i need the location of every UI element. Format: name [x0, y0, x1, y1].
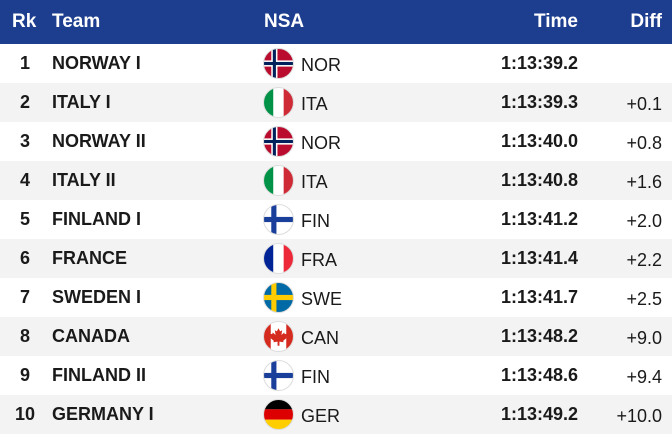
header-nsa: NSA — [264, 11, 305, 32]
rank: 10 — [14, 404, 36, 424]
nsa-code: FIN — [301, 211, 330, 231]
nsa-code: NOR — [301, 133, 341, 153]
team: CANADA — [52, 326, 130, 346]
rank: 4 — [19, 170, 30, 190]
result-row: 5 FINLAND I FIN 1:13:41.2 +2.0 — [0, 200, 672, 239]
team: FRANCE — [52, 248, 127, 268]
flag — [263, 204, 294, 235]
time: 1:13:41.2 — [500, 209, 578, 229]
team: SWEDEN I — [52, 287, 142, 307]
rank: 1 — [19, 53, 30, 73]
flag — [263, 126, 294, 157]
flag — [263, 87, 294, 118]
result-row: 7 SWEDEN I SWE 1:13:41.7 +2.5 — [0, 278, 672, 317]
diff: +1.6 — [626, 172, 662, 192]
time: 1:13:41.7 — [500, 287, 578, 307]
team: NORWAY I — [52, 53, 141, 73]
team: ITALY II — [52, 170, 116, 190]
header-row: Rk Team NSA Time Diff — [0, 0, 672, 44]
header-rank: Rk — [12, 11, 37, 32]
result-row: 1 NORWAY I NOR 1:13:39.2 — [0, 44, 672, 83]
result-row: 10 GERMANY I GER 1:13:49.2 +10.0 — [0, 395, 672, 434]
rank: 2 — [19, 92, 30, 112]
result-row: 9 FINLAND II FIN 1:13:48.6 +9.4 — [0, 356, 672, 395]
time: 1:13:40.0 — [500, 131, 578, 151]
diff: +2.0 — [626, 211, 662, 231]
diff: +0.8 — [626, 133, 662, 153]
time: 1:13:41.4 — [500, 248, 578, 268]
nsa-code: FIN — [301, 367, 330, 387]
flag — [263, 282, 294, 313]
rank: 5 — [19, 209, 30, 229]
team: FINLAND II — [52, 365, 146, 385]
result-row: 2 ITALY I ITA 1:13:39.3 +0.1 — [0, 83, 672, 122]
flag — [263, 165, 294, 196]
result-row: 6 FRANCE FRA 1:13:41.4 +2.2 — [0, 239, 672, 278]
rank: 9 — [19, 365, 30, 385]
header-diff: Diff — [630, 11, 662, 32]
time: 1:13:39.2 — [500, 53, 578, 73]
team: GERMANY I — [52, 404, 154, 424]
time: 1:13:49.2 — [500, 404, 578, 424]
rank: 7 — [19, 287, 30, 307]
time: 1:13:48.2 — [500, 326, 578, 346]
nsa-code: ITA — [301, 172, 328, 192]
time: 1:13:48.6 — [500, 365, 578, 385]
nsa-code: ITA — [301, 94, 328, 114]
diff: +2.2 — [626, 250, 662, 270]
nsa-code: SWE — [301, 289, 343, 309]
flag — [263, 321, 294, 352]
diff: +2.5 — [626, 289, 662, 309]
time: 1:13:39.3 — [500, 92, 578, 112]
header-team: Team — [52, 11, 101, 32]
diff: +9.4 — [626, 367, 662, 387]
flag — [263, 48, 294, 79]
flag — [263, 360, 294, 391]
result-row: 3 NORWAY II NOR 1:13:40.0 +0.8 — [0, 122, 672, 161]
nsa-code: FRA — [301, 250, 337, 270]
nsa-code: CAN — [301, 328, 340, 348]
flag — [263, 243, 294, 274]
header-time: Time — [533, 11, 578, 32]
rank: 8 — [19, 326, 30, 346]
time: 1:13:40.8 — [500, 170, 578, 190]
result-row: 8 CANADA CAN 1:13:48.2 +9.0 — [0, 317, 672, 356]
team: ITALY I — [52, 92, 111, 112]
nsa-code: GER — [301, 406, 341, 426]
diff: +9.0 — [626, 328, 662, 348]
diff: +10.0 — [616, 406, 662, 426]
team: FINLAND I — [52, 209, 141, 229]
nsa-code: NOR — [301, 55, 341, 75]
rank: 6 — [19, 248, 30, 268]
result-row: 4 ITALY II ITA 1:13:40.8 +1.6 — [0, 161, 672, 200]
team: NORWAY II — [52, 131, 146, 151]
rank: 3 — [19, 131, 30, 151]
flag — [263, 399, 294, 430]
diff: +0.1 — [626, 94, 662, 114]
